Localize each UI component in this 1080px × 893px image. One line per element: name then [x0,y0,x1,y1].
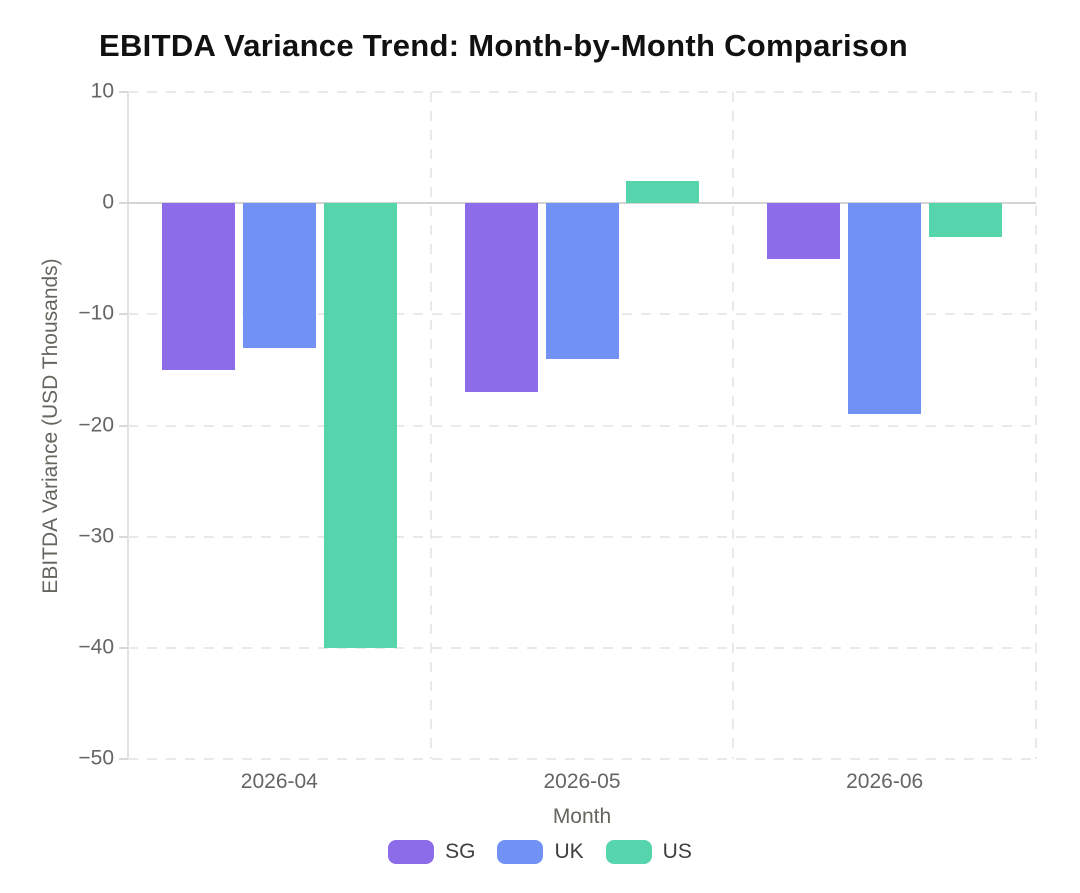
grid-line-y--50 [128,758,1036,760]
grid-line-x-1 [429,92,432,759]
x-axis-title: Month [552,805,612,828]
y-tick-label: 0 [102,190,114,214]
y-tick-label: −30 [78,524,114,548]
bar-us-2026-05[interactable] [626,180,700,204]
y-tick-label: 10 [90,79,114,103]
grid-line-y-10 [128,91,1036,93]
bar-uk-2026-05[interactable] [545,203,619,359]
legend-item-sg[interactable]: SG [388,840,475,864]
x-tick-label-2026-04: 2026-04 [240,770,318,793]
bar-us-2026-06[interactable] [928,203,1002,237]
legend-label-sg: SG [445,840,476,863]
legend-item-uk[interactable]: UK [497,840,584,864]
x-tick-label-2026-05: 2026-05 [543,770,621,793]
y-tick-mark [119,758,128,760]
y-tick-mark [119,202,128,205]
y-tick-label: −20 [78,413,114,437]
bar-uk-2026-06[interactable] [848,203,922,415]
legend-swatch-sg[interactable] [388,840,435,864]
grid-line-x-2 [732,92,735,759]
legend-swatch-us[interactable] [605,840,652,864]
grid-line-y--40 [128,646,1036,649]
bar-sg-2026-04[interactable] [162,203,236,370]
chart-title: EBITDA Variance Trend: Month-by-Month Co… [99,28,908,63]
bar-sg-2026-06[interactable] [767,203,841,259]
y-tick-mark [119,646,128,649]
grid-line-y--30 [128,535,1036,538]
legend: SG UK US [0,840,1080,864]
grid-line-y--20 [128,424,1036,427]
y-tick-mark [119,91,128,93]
y-tick-mark [119,313,128,316]
bar-sg-2026-05[interactable] [464,203,538,393]
y-tick-label: −40 [78,635,114,659]
bar-us-2026-04[interactable] [323,203,397,648]
legend-label-uk: UK [554,840,584,863]
bar-uk-2026-04[interactable] [242,203,316,348]
y-tick-label: −10 [78,301,114,325]
legend-item-us[interactable]: US [605,840,692,864]
grid-line-x-3 [1035,92,1037,759]
legend-label-us: US [662,840,692,863]
legend-swatch-uk[interactable] [497,840,544,864]
y-tick-mark [119,424,128,427]
y-tick-mark [119,535,128,538]
y-tick-label: −50 [78,746,114,770]
x-tick-label-2026-06: 2026-06 [846,770,924,793]
